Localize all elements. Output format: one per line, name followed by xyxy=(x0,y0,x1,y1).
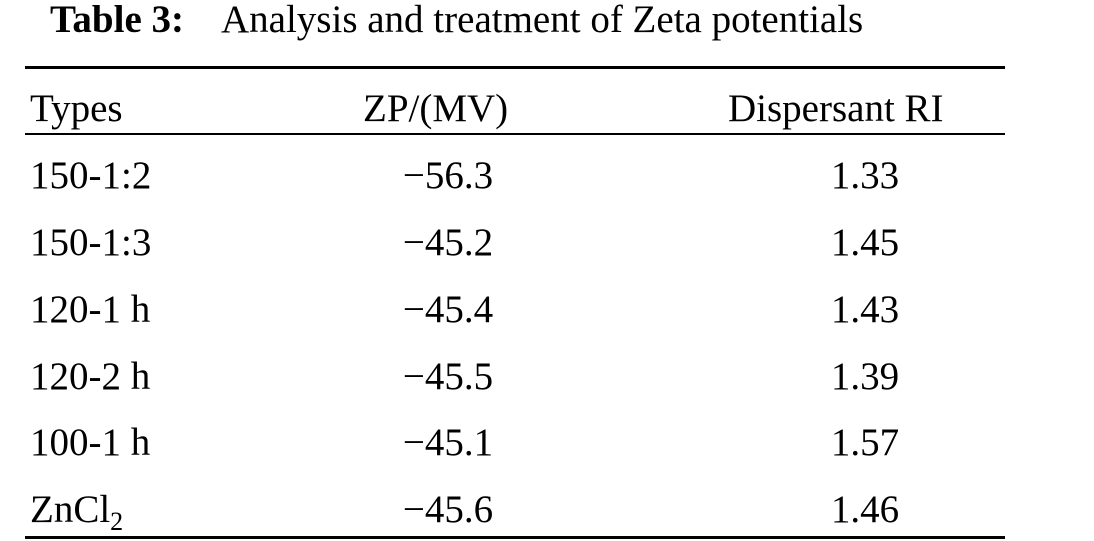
table-header-rule xyxy=(25,133,1005,135)
table-row-ri: 1.43 xyxy=(830,288,900,331)
table-row-ri: 1.39 xyxy=(830,355,900,398)
type-formula-subscript: 2 xyxy=(110,507,124,536)
table-caption: Table 3: Analysis and treatment of Zeta … xyxy=(0,0,1094,50)
type-formula-main: ZnCl xyxy=(30,488,111,531)
table-caption-label: Table 3: xyxy=(50,0,185,41)
table-row-zp: −45.6 xyxy=(402,488,494,531)
table-row-ri: 1.45 xyxy=(830,221,900,264)
table-row-ri: 1.57 xyxy=(830,421,900,464)
table-row-type: 150-1:2 xyxy=(30,154,152,197)
header-dispersant-ri: Dispersant RI xyxy=(728,87,944,130)
table-row-type: 120-2 h xyxy=(30,355,151,398)
table-row-ri: 1.33 xyxy=(830,154,900,197)
table-row-zp: −45.2 xyxy=(402,221,494,264)
header-types: Types xyxy=(30,87,123,130)
table-row-zp: −45.1 xyxy=(402,421,494,464)
table-row-zp: −45.4 xyxy=(402,288,494,331)
table-row-zp: −45.5 xyxy=(402,355,494,398)
table-row-zp: −56.3 xyxy=(402,154,494,197)
table-row-type: 120-1 h xyxy=(30,288,151,331)
table-row-ri: 1.46 xyxy=(830,488,900,531)
table-row-type: 150-1:3 xyxy=(30,221,152,264)
table-row-type: ZnCl2 xyxy=(30,488,123,535)
table-top-rule xyxy=(25,66,1005,69)
table-row-type: 100-1 h xyxy=(30,421,151,464)
table-bottom-rule xyxy=(25,536,1005,539)
header-zp: ZP/(MV) xyxy=(363,87,509,130)
table-caption-text: Analysis and treatment of Zeta potential… xyxy=(221,0,864,41)
